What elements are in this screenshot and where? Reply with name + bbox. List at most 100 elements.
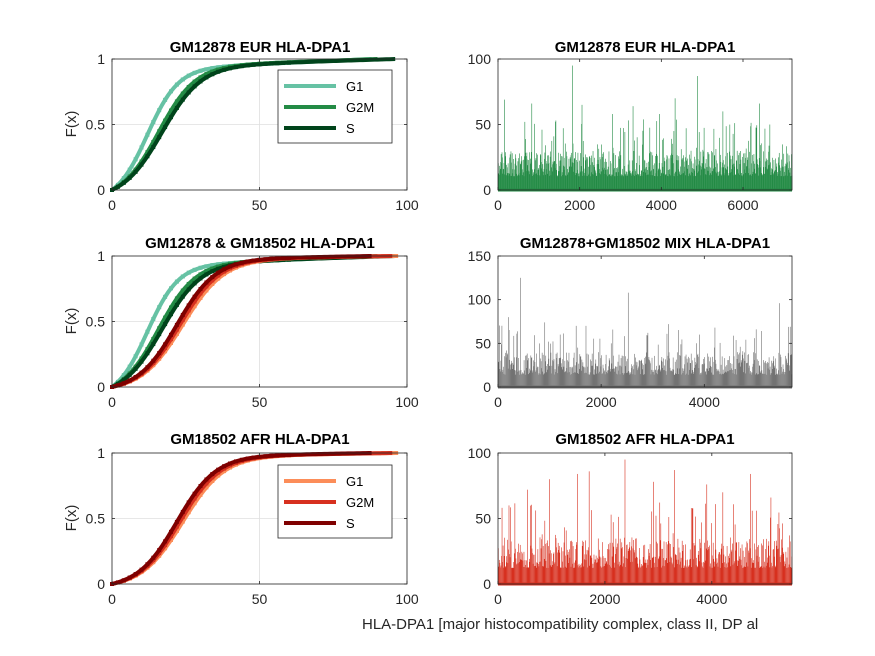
histogram-bar <box>623 563 624 584</box>
histogram-bar <box>518 358 519 387</box>
histogram-bar <box>519 370 521 387</box>
histogram-bar <box>676 373 678 387</box>
histogram-bar <box>580 153 581 190</box>
histogram-bar <box>530 158 531 190</box>
histogram-bar <box>588 374 590 387</box>
histogram-bar <box>584 559 585 584</box>
histogram-bar <box>583 157 584 190</box>
histogram-bar <box>509 557 511 584</box>
histogram-bar <box>609 371 611 387</box>
histogram-bar <box>616 546 618 584</box>
histogram-bar <box>780 170 781 190</box>
histogram-bar <box>713 374 714 387</box>
histogram-bar <box>502 157 503 190</box>
histogram-bar <box>698 561 700 584</box>
histogram-bar <box>641 564 642 584</box>
histogram-bar <box>667 355 669 387</box>
histogram-bar <box>702 364 704 387</box>
histogram-bar <box>654 370 656 387</box>
histogram-bar <box>776 373 778 387</box>
histogram-bar <box>684 356 686 387</box>
histogram-bar <box>661 548 663 584</box>
histogram-bar <box>530 545 532 584</box>
histogram-bar <box>666 562 668 584</box>
cdf-marker <box>216 276 221 281</box>
histogram-bar <box>526 353 528 387</box>
histogram-bar <box>629 171 630 190</box>
histogram-bar <box>557 373 558 387</box>
histogram-bar <box>747 566 749 584</box>
histogram-bar <box>772 361 774 387</box>
cdf-marker <box>198 287 203 292</box>
histogram-bar <box>563 165 564 190</box>
histogram-bar <box>710 563 711 584</box>
histogram-bar <box>701 163 703 190</box>
cdf-marker <box>169 312 173 317</box>
histogram-bar <box>734 369 736 387</box>
histogram-bar <box>684 565 685 584</box>
histogram-bar <box>557 176 559 190</box>
histogram-bar <box>595 559 596 584</box>
histogram-bar <box>716 173 718 190</box>
cdf-marker <box>245 456 250 461</box>
histogram-bar <box>628 120 629 190</box>
histogram-bar <box>753 154 755 190</box>
histogram-bar <box>762 545 763 584</box>
histogram-bar <box>511 567 513 584</box>
histogram-bar <box>658 168 659 190</box>
histogram-bar <box>718 370 719 387</box>
histogram-bar <box>759 365 761 387</box>
cdf-eur-ylabel: F(x) <box>63 111 80 138</box>
histogram-bar <box>620 155 622 190</box>
cdf-marker <box>133 366 138 371</box>
histogram-bar <box>499 165 500 190</box>
histogram-bar <box>710 167 711 190</box>
histogram-bar <box>546 567 547 584</box>
histogram-bar <box>763 539 764 584</box>
histogram-bar <box>749 365 750 387</box>
histogram-bar <box>649 171 651 190</box>
histogram-bar <box>694 367 695 387</box>
histogram-bar <box>571 166 573 190</box>
cdf-marker <box>157 351 162 356</box>
histogram-bar <box>627 372 629 387</box>
cdf-marker <box>145 329 150 334</box>
histogram-bar <box>545 145 546 190</box>
histogram-bar <box>566 367 568 387</box>
histogram-bar <box>504 156 506 190</box>
histogram-bar <box>788 564 790 584</box>
histogram-bar <box>598 148 600 190</box>
histogram-bar <box>596 366 598 387</box>
histogram-bar <box>632 171 633 190</box>
histogram-bar <box>790 355 792 387</box>
cdf-marker <box>222 264 227 269</box>
histogram-bar <box>729 370 731 387</box>
histogram-bar <box>697 355 698 387</box>
histogram-bar <box>756 127 757 190</box>
histogram-bar <box>791 154 792 190</box>
histogram-bar <box>590 164 591 190</box>
cdf-marker <box>145 365 150 370</box>
histogram-bar <box>744 566 746 584</box>
histogram-bar <box>736 161 737 190</box>
histogram-bar <box>699 334 700 387</box>
histogram-bar <box>686 358 688 387</box>
histogram-bar <box>602 542 603 584</box>
cdf-marker <box>157 326 162 331</box>
histogram-bar <box>610 163 612 190</box>
histogram-bar <box>747 159 748 190</box>
histogram-bar <box>778 152 780 190</box>
histogram-bar <box>745 148 747 190</box>
histogram-bar <box>742 351 744 387</box>
histogram-bar <box>762 173 764 190</box>
histogram-bar <box>701 166 702 190</box>
histogram-bar <box>520 277 521 387</box>
histogram-bar <box>687 566 689 584</box>
histogram-bar <box>789 172 791 190</box>
histogram-bar <box>520 559 522 584</box>
histogram-bar <box>651 357 653 387</box>
histogram-bar <box>691 171 693 190</box>
histogram-bar <box>580 356 582 387</box>
histogram-bar <box>689 175 691 190</box>
